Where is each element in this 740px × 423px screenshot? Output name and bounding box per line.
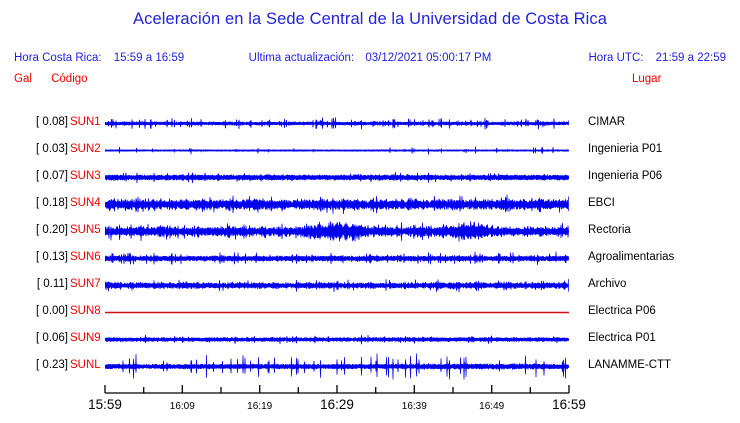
trace-code-sun8: SUN8 (70, 305, 101, 317)
page-title: Aceleración en la Sede Central de la Uni… (133, 10, 607, 28)
trace-code-sun3: SUN3 (70, 170, 101, 182)
last-update-readout: Ultima actualización: 03/12/2021 05:00:1… (0, 52, 740, 64)
trace-amplitude-sunl: [ 0.23] (36, 359, 68, 371)
trace-amplitude-sun1: [ 0.08] (36, 116, 68, 128)
place-column-header: Lugar (632, 73, 662, 85)
waveform-sun8 (105, 299, 569, 326)
trace-code-sun6: SUN6 (70, 251, 101, 263)
trace-place-sun4: EBCI (588, 197, 615, 209)
svg-text:16:29: 16:29 (320, 397, 354, 412)
local-time-value: 15:59 a 16:59 (113, 52, 185, 64)
trace-code-sun7: SUN7 (70, 278, 101, 290)
utc-time-readout: Hora UTC: 21:59 a 22:59 (589, 52, 727, 64)
svg-text:16:09: 16:09 (170, 401, 195, 412)
time-axis: 15:59 16:09 16:19 16:29 16:39 16:49 16:59 (0, 385, 740, 423)
trace-row-sun9: [ 0.06] SUN9 Electrica P01 (0, 326, 740, 353)
svg-text:16:39: 16:39 (402, 401, 427, 412)
trace-code-sun2: SUN2 (70, 143, 101, 155)
waveform-sun9 (105, 326, 569, 353)
trace-row-sun7: [ 0.11] SUN7 Archivo (0, 272, 740, 299)
trace-place-sun5: Rectoria (588, 224, 631, 236)
trace-place-sun6: Agroalimentarias (588, 251, 675, 263)
code-column-header: Código (51, 73, 88, 85)
utc-time-label: Hora UTC: (588, 52, 644, 64)
trace-list: [ 0.08] SUN1 CIMAR [ 0.03] SUN2 Ingenieria P0… (0, 110, 740, 385)
trace-place-sun2: Ingenieria P01 (588, 143, 663, 155)
trace-place-sunl: LANAMME-CTT (588, 359, 672, 371)
trace-row-sun6: [ 0.13] SUN6 Agroalimentarias (0, 245, 740, 272)
trace-place-sun8: Electrica P06 (588, 305, 656, 317)
gal-column-header: Gal (14, 73, 32, 85)
utc-time-value: 21:59 a 22:59 (655, 52, 726, 64)
trace-row-sunl: [ 0.23] SUNL LANAMME-CTT (0, 353, 740, 380)
waveform-sun5 (105, 218, 569, 245)
trace-place-sun1: CIMAR (588, 116, 626, 128)
svg-text:16:49: 16:49 (479, 401, 504, 412)
trace-amplitude-sun6: [ 0.13] (36, 251, 68, 263)
local-time-label: Hora Costa Rica: (14, 52, 102, 64)
local-time-readout: Hora Costa Rica: 15:59 a 16:59 (14, 52, 184, 64)
waveform-sunl (105, 353, 569, 380)
waveform-sun2 (105, 137, 569, 164)
svg-text:16:59: 16:59 (552, 397, 586, 412)
trace-amplitude-sun7: [ 0.11] (36, 278, 68, 290)
waveform-sun4 (105, 191, 569, 218)
trace-amplitude-sun3: [ 0.07] (36, 170, 68, 182)
trace-code-sun4: SUN4 (70, 197, 101, 209)
trace-amplitude-sun2: [ 0.03] (36, 143, 68, 155)
trace-row-sun3: [ 0.07] SUN3 Ingenieria P06 (0, 164, 740, 191)
trace-code-sun1: SUN1 (70, 116, 101, 128)
column-headers-left: Gal Código (14, 73, 88, 85)
svg-text:16:19: 16:19 (247, 401, 272, 412)
trace-amplitude-sun4: [ 0.18] (36, 197, 68, 209)
waveform-sun1 (105, 110, 569, 137)
trace-row-sun8: [ 0.00] SUN8 Electrica P06 (0, 299, 740, 326)
trace-row-sun4: [ 0.18] SUN4 EBCI (0, 191, 740, 218)
last-update-value: 03/12/2021 05:00:17 PM (365, 52, 492, 64)
trace-row-sun5: [ 0.20] SUN5 Rectoria (0, 218, 740, 245)
trace-code-sunl: SUNL (70, 359, 101, 371)
trace-amplitude-sun8: [ 0.00] (36, 305, 68, 317)
waveform-sun6 (105, 245, 569, 272)
trace-code-sun9: SUN9 (70, 332, 101, 344)
trace-row-sun2: [ 0.03] SUN2 Ingenieria P01 (0, 137, 740, 164)
waveform-sun7 (105, 272, 569, 299)
trace-amplitude-sun9: [ 0.06] (36, 332, 68, 344)
svg-text:15:59: 15:59 (88, 397, 122, 412)
waveform-sun3 (105, 164, 569, 191)
trace-amplitude-sun5: [ 0.20] (36, 224, 68, 236)
trace-code-sun5: SUN5 (70, 224, 101, 236)
trace-row-sun1: [ 0.08] SUN1 CIMAR (0, 110, 740, 137)
trace-place-sun3: Ingenieria P06 (588, 170, 663, 182)
trace-place-sun9: Electrica P01 (588, 332, 656, 344)
last-update-label: Ultima actualización: (248, 52, 355, 64)
trace-place-sun7: Archivo (588, 278, 627, 290)
